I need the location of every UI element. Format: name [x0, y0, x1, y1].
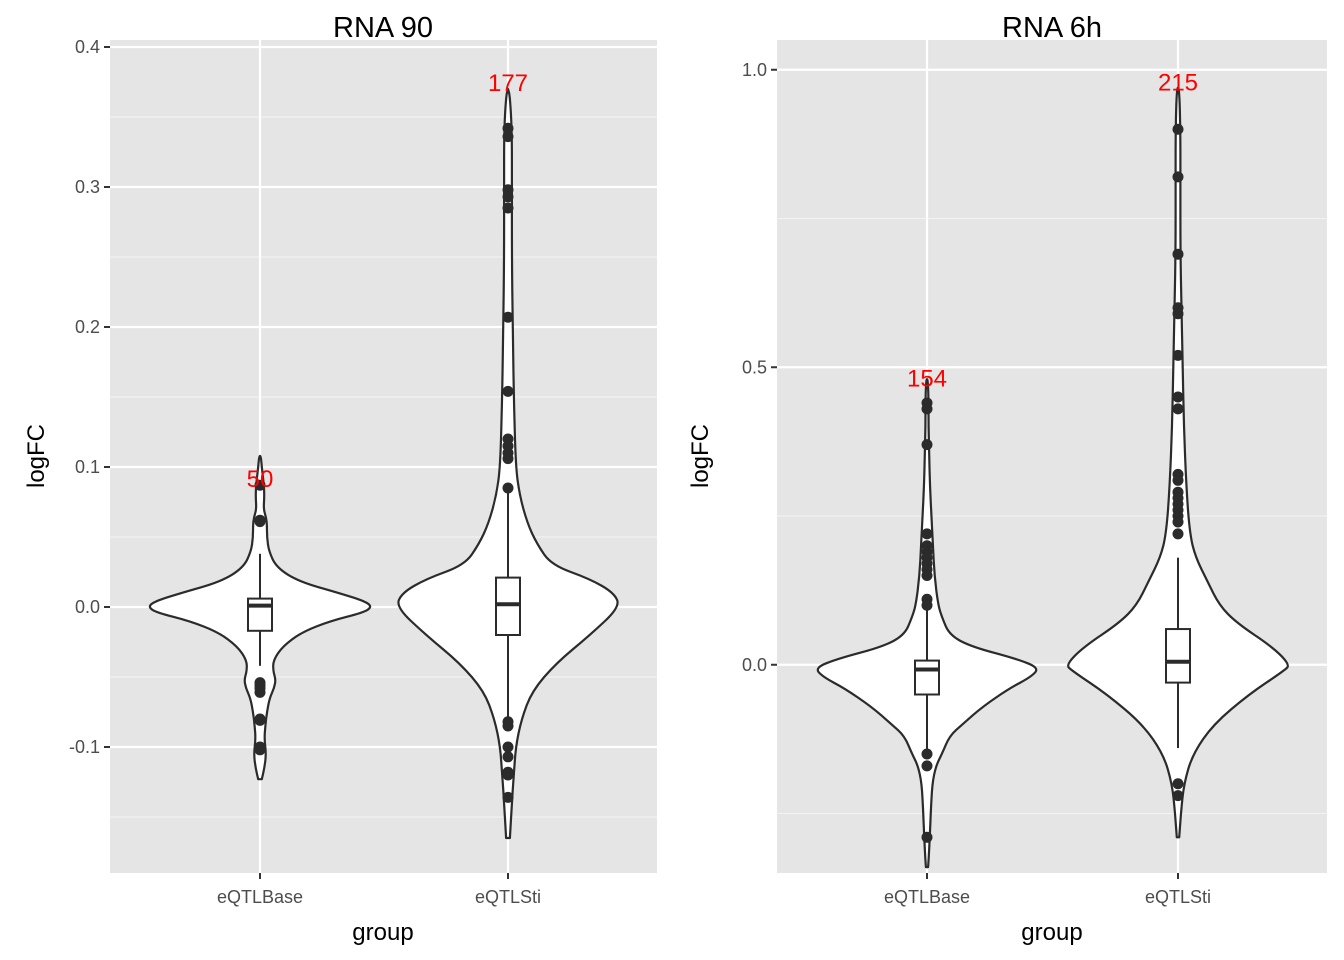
violin-group-eQTLBase: 50: [148, 454, 372, 781]
violin-shape: [1067, 86, 1289, 839]
count-label: 154: [907, 365, 947, 392]
outlier-point: [1172, 790, 1184, 802]
outlier-point: [1172, 308, 1184, 320]
y-tick-label: 0.0: [742, 655, 767, 675]
outlier-point: [502, 191, 514, 203]
y-tick-label: 0.3: [75, 177, 100, 197]
violin-group-eQTLSti: 177: [397, 70, 619, 840]
x-axis-ticks: eQTLBase eQTLSti: [217, 873, 541, 907]
iqr-box: [247, 597, 273, 632]
x-tick-label: eQTLBase: [884, 887, 970, 907]
x-axis-title: group: [1021, 919, 1082, 946]
outlier-point: [921, 748, 933, 760]
y-axis-title: logFC: [687, 424, 714, 488]
outlier-point: [254, 686, 266, 698]
outlier-point: [502, 131, 514, 143]
outlier-point: [502, 311, 514, 323]
outlier-point: [921, 570, 933, 581]
y-tick-label: 0.0: [75, 597, 100, 617]
panel-background: [110, 40, 657, 873]
iqr-box: [1165, 628, 1191, 684]
x-tick-label: eQTLBase: [217, 887, 303, 907]
outlier-point: [921, 760, 933, 772]
outlier-point: [502, 791, 514, 803]
outlier-point: [1172, 474, 1184, 486]
plot-area: 154 215: [816, 70, 1289, 869]
outlier-point: [502, 720, 514, 732]
outlier-point: [1172, 516, 1184, 528]
outlier-point: [1172, 349, 1184, 361]
count-label: 50: [247, 466, 274, 493]
outlier-point: [1172, 403, 1184, 415]
outlier-point: [921, 403, 933, 415]
iqr-box: [495, 576, 521, 636]
outlier-point: [921, 528, 933, 540]
count-label: 177: [488, 70, 528, 97]
outlier-point: [1172, 391, 1184, 403]
y-axis-ticks: 0.0 0.5 1.0: [742, 60, 777, 675]
outlier-point: [254, 744, 266, 756]
outlier-point: [1172, 528, 1184, 540]
y-tick-label: 0.4: [75, 37, 100, 57]
outlier-point: [502, 202, 514, 214]
x-tick-label: eQTLSti: [1145, 887, 1211, 907]
violin-group-eQTLBase: 154: [816, 365, 1038, 869]
violin-group-eQTLSti: 215: [1067, 70, 1289, 839]
x-axis-ticks: eQTLBase eQTLSti: [884, 873, 1211, 907]
outlier-point: [502, 122, 514, 134]
y-tick-label: 0.2: [75, 317, 100, 337]
outlier-point: [502, 769, 514, 781]
outlier-point: [502, 751, 514, 763]
outlier-point: [1172, 171, 1184, 183]
outlier-point: [254, 479, 266, 491]
y-axis-title: logFC: [23, 424, 50, 488]
outlier-point: [921, 599, 933, 611]
outlier-point: [502, 453, 514, 465]
y-tick-label: 0.5: [742, 357, 767, 377]
outlier-point: [254, 714, 266, 726]
outlier-point: [921, 831, 933, 843]
chart-title: RNA 90: [333, 12, 433, 44]
panel-rna-90: 50 177 -0.1 0.0 0.1 0.2 0.3 0.4 eQTLBase eQTLSt…: [23, 12, 657, 946]
chart-title: RNA 6h: [1002, 12, 1102, 44]
x-tick-label: eQTLSti: [475, 887, 541, 907]
x-axis-title: group: [352, 919, 413, 946]
y-axis-ticks: -0.1 0.0 0.1 0.2 0.3 0.4: [69, 37, 110, 757]
y-tick-label: -0.1: [69, 737, 100, 757]
plot-area: 50 177: [148, 70, 619, 840]
outlier-point: [1172, 248, 1184, 260]
panel-background: [777, 40, 1327, 873]
outlier-point: [254, 516, 266, 528]
outlier-point: [921, 439, 933, 451]
y-tick-label: 1.0: [742, 60, 767, 80]
outlier-point: [502, 482, 514, 494]
outlier-point: [1172, 778, 1184, 790]
outlier-point: [1172, 123, 1184, 135]
outlier-point: [502, 741, 514, 753]
y-tick-label: 0.1: [75, 457, 100, 477]
outlier-point: [502, 385, 514, 397]
count-label: 215: [1158, 70, 1198, 97]
iqr-box: [914, 659, 940, 696]
